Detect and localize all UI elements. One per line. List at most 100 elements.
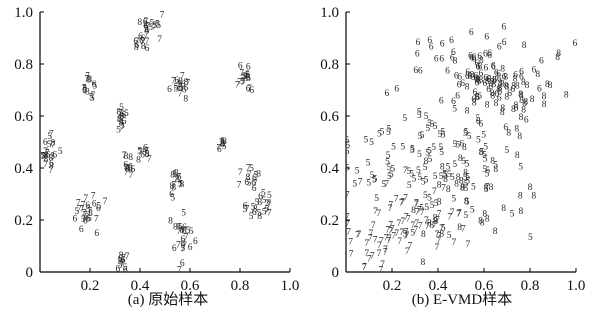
data-point: 7	[368, 234, 373, 244]
data-point: 8	[475, 75, 480, 85]
data-point: 7	[384, 234, 389, 244]
data-point: 8	[170, 182, 175, 192]
data-point: 8	[433, 217, 438, 227]
data-point: 7	[387, 234, 392, 244]
data-point: 6	[476, 63, 481, 73]
data-point: 5	[264, 205, 269, 215]
data-point: 6	[258, 192, 263, 202]
data-point: 8	[170, 170, 175, 180]
y-tick-label: 0.6	[320, 109, 339, 125]
data-point: 5	[428, 155, 433, 165]
data-point: 8	[246, 173, 251, 183]
data-point: 5	[406, 167, 411, 177]
data-point: 7	[45, 148, 50, 158]
data-point: 8	[458, 154, 463, 164]
data-point: 6	[243, 201, 248, 211]
data-point: 7	[83, 210, 88, 220]
data-point: 8	[467, 71, 472, 81]
data-point: 7	[80, 205, 85, 215]
data-point: 8	[88, 209, 93, 219]
data-point: 7	[124, 168, 129, 178]
data-point: 7	[418, 221, 423, 231]
data-point: 6	[451, 48, 456, 58]
data-point: 5	[427, 147, 432, 157]
data-point: 7	[466, 240, 471, 250]
data-point: 8	[42, 151, 47, 161]
data-point: 5	[345, 141, 350, 151]
y-tick-label: 1.0	[14, 5, 33, 21]
data-point: 6	[134, 41, 139, 51]
data-point: 7	[376, 209, 381, 219]
data-point: 8	[555, 53, 560, 63]
data-point: 5	[366, 179, 371, 189]
data-point: 5	[483, 154, 488, 164]
data-point: 8	[505, 83, 510, 93]
data-point: 8	[462, 143, 467, 153]
data-point: 6	[494, 90, 499, 100]
data-point: 5	[249, 212, 254, 222]
data-point: 7	[399, 228, 404, 238]
data-point: 8	[142, 148, 147, 158]
data-point: 5	[427, 194, 432, 204]
data-point: 8	[493, 165, 498, 175]
data-point: 8	[143, 21, 148, 31]
data-point: 7	[383, 245, 388, 255]
data-point: 8	[443, 175, 448, 185]
data-point: 7	[84, 74, 89, 84]
data-point: 8	[556, 49, 561, 59]
data-point: 6	[413, 66, 418, 76]
data-point: 7	[145, 22, 150, 32]
data-point: 6	[133, 37, 138, 47]
data-point: 6	[252, 174, 257, 184]
x-tick-label: 0.2	[383, 278, 402, 294]
data-point: 6	[416, 38, 421, 48]
data-point: 5	[150, 19, 155, 29]
data-point: 6	[519, 68, 524, 78]
data-point: 8	[168, 216, 173, 226]
data-point: 7	[171, 181, 176, 191]
data-point: 5	[389, 170, 394, 180]
data-point: 5	[366, 159, 371, 169]
data-point: 6	[143, 18, 148, 28]
data-point: 8	[489, 183, 494, 193]
data-point: 6	[573, 39, 578, 49]
data-point: 5	[417, 173, 422, 183]
data-point: 5	[370, 171, 375, 181]
data-point: 7	[144, 30, 149, 40]
data-point: 8	[485, 101, 490, 111]
data-point: 5	[451, 195, 456, 205]
data-point: 5	[242, 205, 247, 215]
data-point: 7	[235, 80, 240, 90]
data-point: 5	[170, 194, 175, 204]
data-point: 7	[415, 208, 420, 218]
data-point: 6	[469, 28, 474, 38]
data-point: 5	[423, 163, 428, 173]
data-point: 6	[118, 255, 123, 265]
data-point: 7	[348, 238, 353, 248]
data-point: 6	[123, 160, 128, 170]
data-point: 7	[362, 263, 367, 273]
data-point: 5	[441, 131, 446, 141]
data-point: 7	[399, 199, 404, 209]
data-point: 5	[118, 257, 123, 267]
data-point: 5	[467, 132, 472, 142]
data-point: 5	[400, 142, 405, 152]
data-point: 7	[394, 229, 399, 239]
data-point: 8	[494, 99, 499, 109]
data-point: 8	[500, 104, 505, 114]
data-point: 5	[465, 159, 470, 169]
data-point: 8	[454, 180, 459, 190]
data-point: 6	[245, 73, 250, 83]
data-point: 6	[246, 85, 251, 95]
data-point: 8	[439, 230, 444, 240]
data-point: 5	[172, 170, 177, 180]
data-point: 6	[494, 69, 499, 79]
data-point: 6	[126, 165, 131, 175]
data-point: 6	[180, 239, 185, 249]
data-point: 8	[514, 125, 519, 135]
data-point: 6	[138, 32, 143, 42]
data-point: 6	[252, 208, 257, 218]
data-point: 8	[464, 197, 469, 207]
data-point: 5	[380, 127, 385, 137]
data-point: 8	[85, 87, 90, 97]
